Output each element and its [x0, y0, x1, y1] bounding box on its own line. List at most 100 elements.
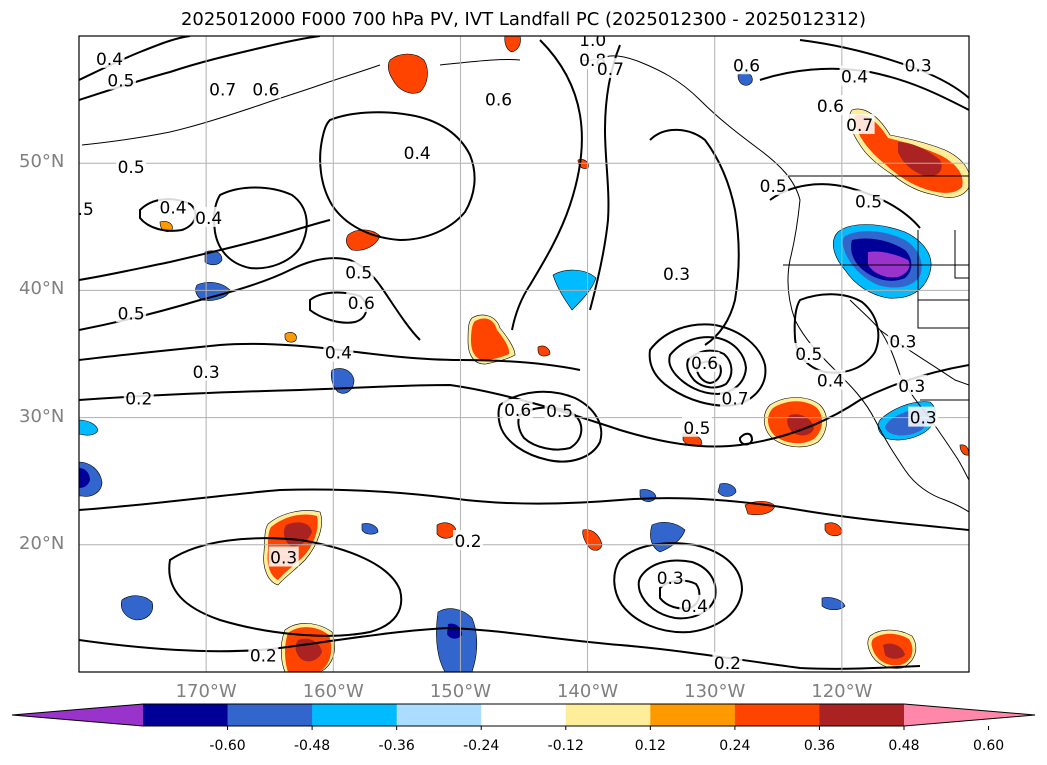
contour-label: 0.6 — [504, 401, 531, 421]
contour-label-bg — [402, 142, 433, 163]
contour-label-bg — [94, 47, 125, 68]
contour-label: 0.4 — [841, 68, 868, 88]
lon-label: 150°W — [429, 681, 491, 702]
lon-label: 120°W — [811, 681, 873, 702]
contour-label: 0.5 — [855, 192, 882, 212]
contour-label-bg — [896, 374, 927, 395]
contour-label-bg — [839, 65, 870, 86]
contour-label: 0.4 — [96, 50, 123, 70]
colorbar-bin — [819, 704, 905, 726]
contour-label-bg — [323, 341, 354, 362]
colorbar-bin — [396, 704, 482, 726]
colorbar-outline — [11, 703, 1036, 727]
contour-label: 0.5 — [118, 158, 145, 178]
contour-label-bg — [502, 398, 533, 419]
contour-label-bg — [193, 206, 224, 227]
contour-label: 0.2 — [125, 390, 152, 410]
lat-label: 50°N — [19, 151, 65, 173]
contour-label: 0.5 — [67, 200, 94, 220]
contour-label-bg — [887, 330, 918, 351]
contour-label-bg — [712, 652, 743, 672]
contour-label-bg — [731, 54, 762, 75]
contour-label-bg — [79, 197, 96, 218]
colorbar-tick-label: -0.60 — [209, 738, 246, 754]
contour-label: 0.3 — [657, 569, 684, 589]
colorbar-extend-min — [12, 704, 143, 726]
contour-label-bg — [483, 88, 514, 109]
contour-label: 0.3 — [889, 332, 916, 352]
colorbar-tick-label: -0.48 — [293, 738, 331, 754]
contour-label-bg — [815, 369, 846, 390]
contour-label-bg — [661, 262, 692, 283]
contour-label: 0.6 — [691, 354, 718, 374]
contour-label: 0.7 — [846, 116, 873, 136]
contour-label-bg — [595, 58, 626, 79]
lon-label: 170°W — [175, 681, 237, 702]
plot-frame — [78, 35, 970, 673]
contour-label-bg — [681, 416, 712, 437]
contour-label-bg — [207, 78, 238, 99]
contour-label: 0.6 — [485, 91, 512, 111]
contour-label-bg — [268, 546, 299, 567]
contour-label-bg — [453, 529, 484, 550]
lat-label: 20°N — [19, 532, 65, 554]
contour-label: 1.0 — [579, 31, 606, 51]
contour-label-bg — [346, 292, 377, 313]
colorbar-tick-label: -0.12 — [547, 738, 584, 754]
contour-label-bg — [248, 644, 279, 665]
contour-label: 0.2 — [455, 532, 482, 552]
contour-label: 0.3 — [898, 377, 925, 397]
colorbar-bin — [481, 704, 567, 726]
contour-label: 0.5 — [795, 345, 822, 365]
contour-label-bg — [343, 261, 374, 282]
contour-labels: 0.40.5 0.7 0.61.00.80.70.60.60.40.30.60.70… — [67, 31, 939, 674]
colorbar-tick-label: 0.60 — [972, 738, 1005, 754]
colorbar-bin — [143, 704, 229, 726]
contour-label-bg — [105, 69, 136, 90]
contour-label: 0.6 — [348, 294, 375, 314]
contour-label: 0.4 — [160, 199, 187, 219]
contour-label-bg — [815, 94, 846, 115]
contour-label-bg — [116, 302, 147, 323]
contour-label-bg — [903, 54, 934, 75]
colorbar-bin — [650, 704, 736, 726]
colorbar — [11, 703, 1036, 730]
colorbar-bin — [565, 704, 651, 726]
contour-label: 0.2 — [250, 646, 277, 666]
contour-label-bg — [250, 78, 281, 99]
colorbar-tick-label: -0.24 — [463, 738, 500, 754]
contour-label: 0.2 — [714, 654, 741, 674]
contour-label: 0.6 — [817, 97, 844, 117]
colorbar-tick-label: 0.24 — [719, 738, 751, 754]
contour-label: 0.6 — [733, 56, 760, 76]
contour-label-bg — [577, 36, 608, 49]
contour-label-bg — [853, 190, 884, 211]
contour-label: 0.7 — [597, 60, 624, 80]
colorbar-tick-label: 0.12 — [634, 738, 666, 754]
lon-label: 160°W — [302, 681, 364, 702]
contour-label: 0.3 — [663, 265, 690, 285]
lon-label: 140°W — [556, 681, 619, 702]
colorbar-tick-label: 0.36 — [803, 738, 836, 754]
contour-label-bg — [191, 360, 222, 381]
contour-label: 0.3 — [905, 56, 932, 76]
contour-label: 0.5 — [118, 304, 145, 324]
colorbar-extend-max — [904, 704, 1035, 726]
contour-label: 0.5 — [760, 177, 787, 197]
contour-label: 0.5 — [107, 72, 134, 92]
contour-label: 0.5 — [683, 419, 710, 439]
contour-label: 0.7 — [209, 80, 236, 100]
contour-label: 0.3 — [910, 409, 937, 429]
lon-label: 130°W — [684, 681, 746, 702]
colorbar-bin — [227, 704, 313, 726]
contour-label: 0.4 — [404, 144, 431, 164]
contour-label: 0.5 — [345, 264, 372, 284]
contour-label-bg — [758, 175, 789, 196]
contour-label-bg — [123, 387, 154, 408]
plot-area — [79, 36, 969, 672]
contour-label: 0.6 — [252, 80, 279, 100]
lat-label: 30°N — [19, 405, 65, 427]
contour-label-bg — [844, 114, 875, 135]
contour-label: 0.4 — [325, 344, 352, 364]
